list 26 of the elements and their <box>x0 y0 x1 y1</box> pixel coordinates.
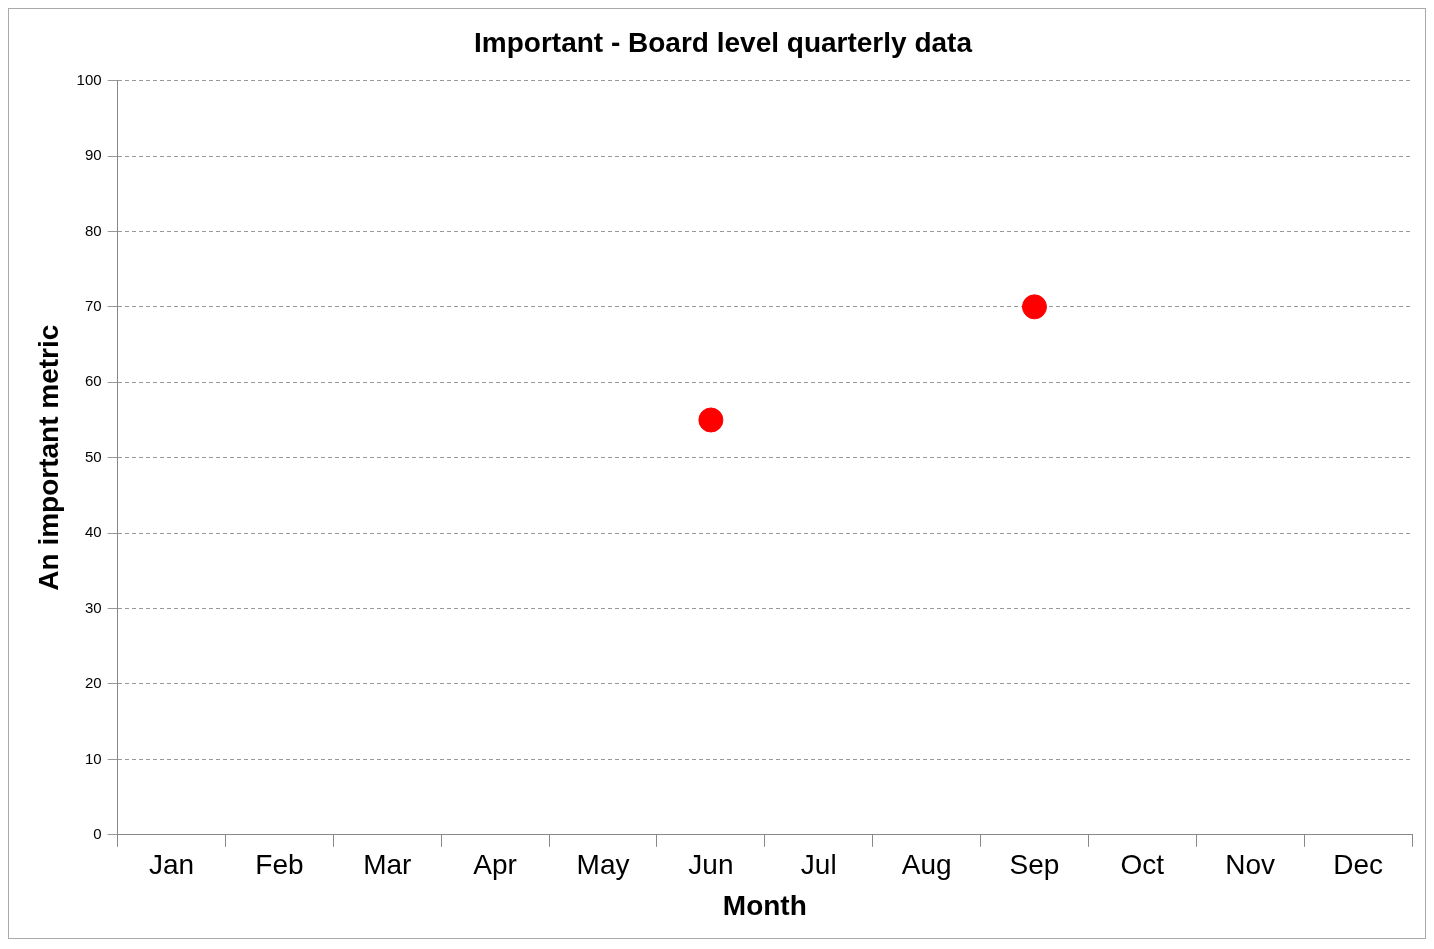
y-tick-label: 10 <box>84 749 102 767</box>
x-tick-label: Jun <box>688 849 734 881</box>
y-tick-label: 100 <box>76 70 102 88</box>
x-tick-label: Dec <box>1333 849 1383 881</box>
x-tick-label: Jan <box>148 849 195 881</box>
y-tick-label: 40 <box>84 523 102 541</box>
x-tick-label: Jul <box>800 849 837 881</box>
y-tick-label: 90 <box>84 146 102 164</box>
y-axis-title: An important metric <box>32 324 64 591</box>
x-tick-label: May <box>576 849 630 881</box>
y-tick-label: 70 <box>84 297 102 314</box>
y-tick-label: 30 <box>84 598 102 616</box>
x-tick-label: Sep <box>1009 849 1060 881</box>
x-tick-label: Aug <box>901 849 952 881</box>
x-tick-label: Feb <box>255 849 304 881</box>
y-tick-label: 50 <box>84 447 102 465</box>
x-tick-label: Nov <box>1225 849 1276 881</box>
y-tick-label: 20 <box>84 674 102 692</box>
chart-title: Important - Board level quarterly data <box>474 26 973 58</box>
x-tick-label: Apr <box>473 849 517 881</box>
y-tick-label: 60 <box>84 372 102 390</box>
y-tick-label: 0 <box>93 824 102 842</box>
x-axis-title: Month <box>722 889 807 921</box>
x-tick-label: Mar <box>363 849 412 881</box>
y-tick-label: 80 <box>84 221 102 239</box>
x-tick-label: Oct <box>1120 849 1165 881</box>
